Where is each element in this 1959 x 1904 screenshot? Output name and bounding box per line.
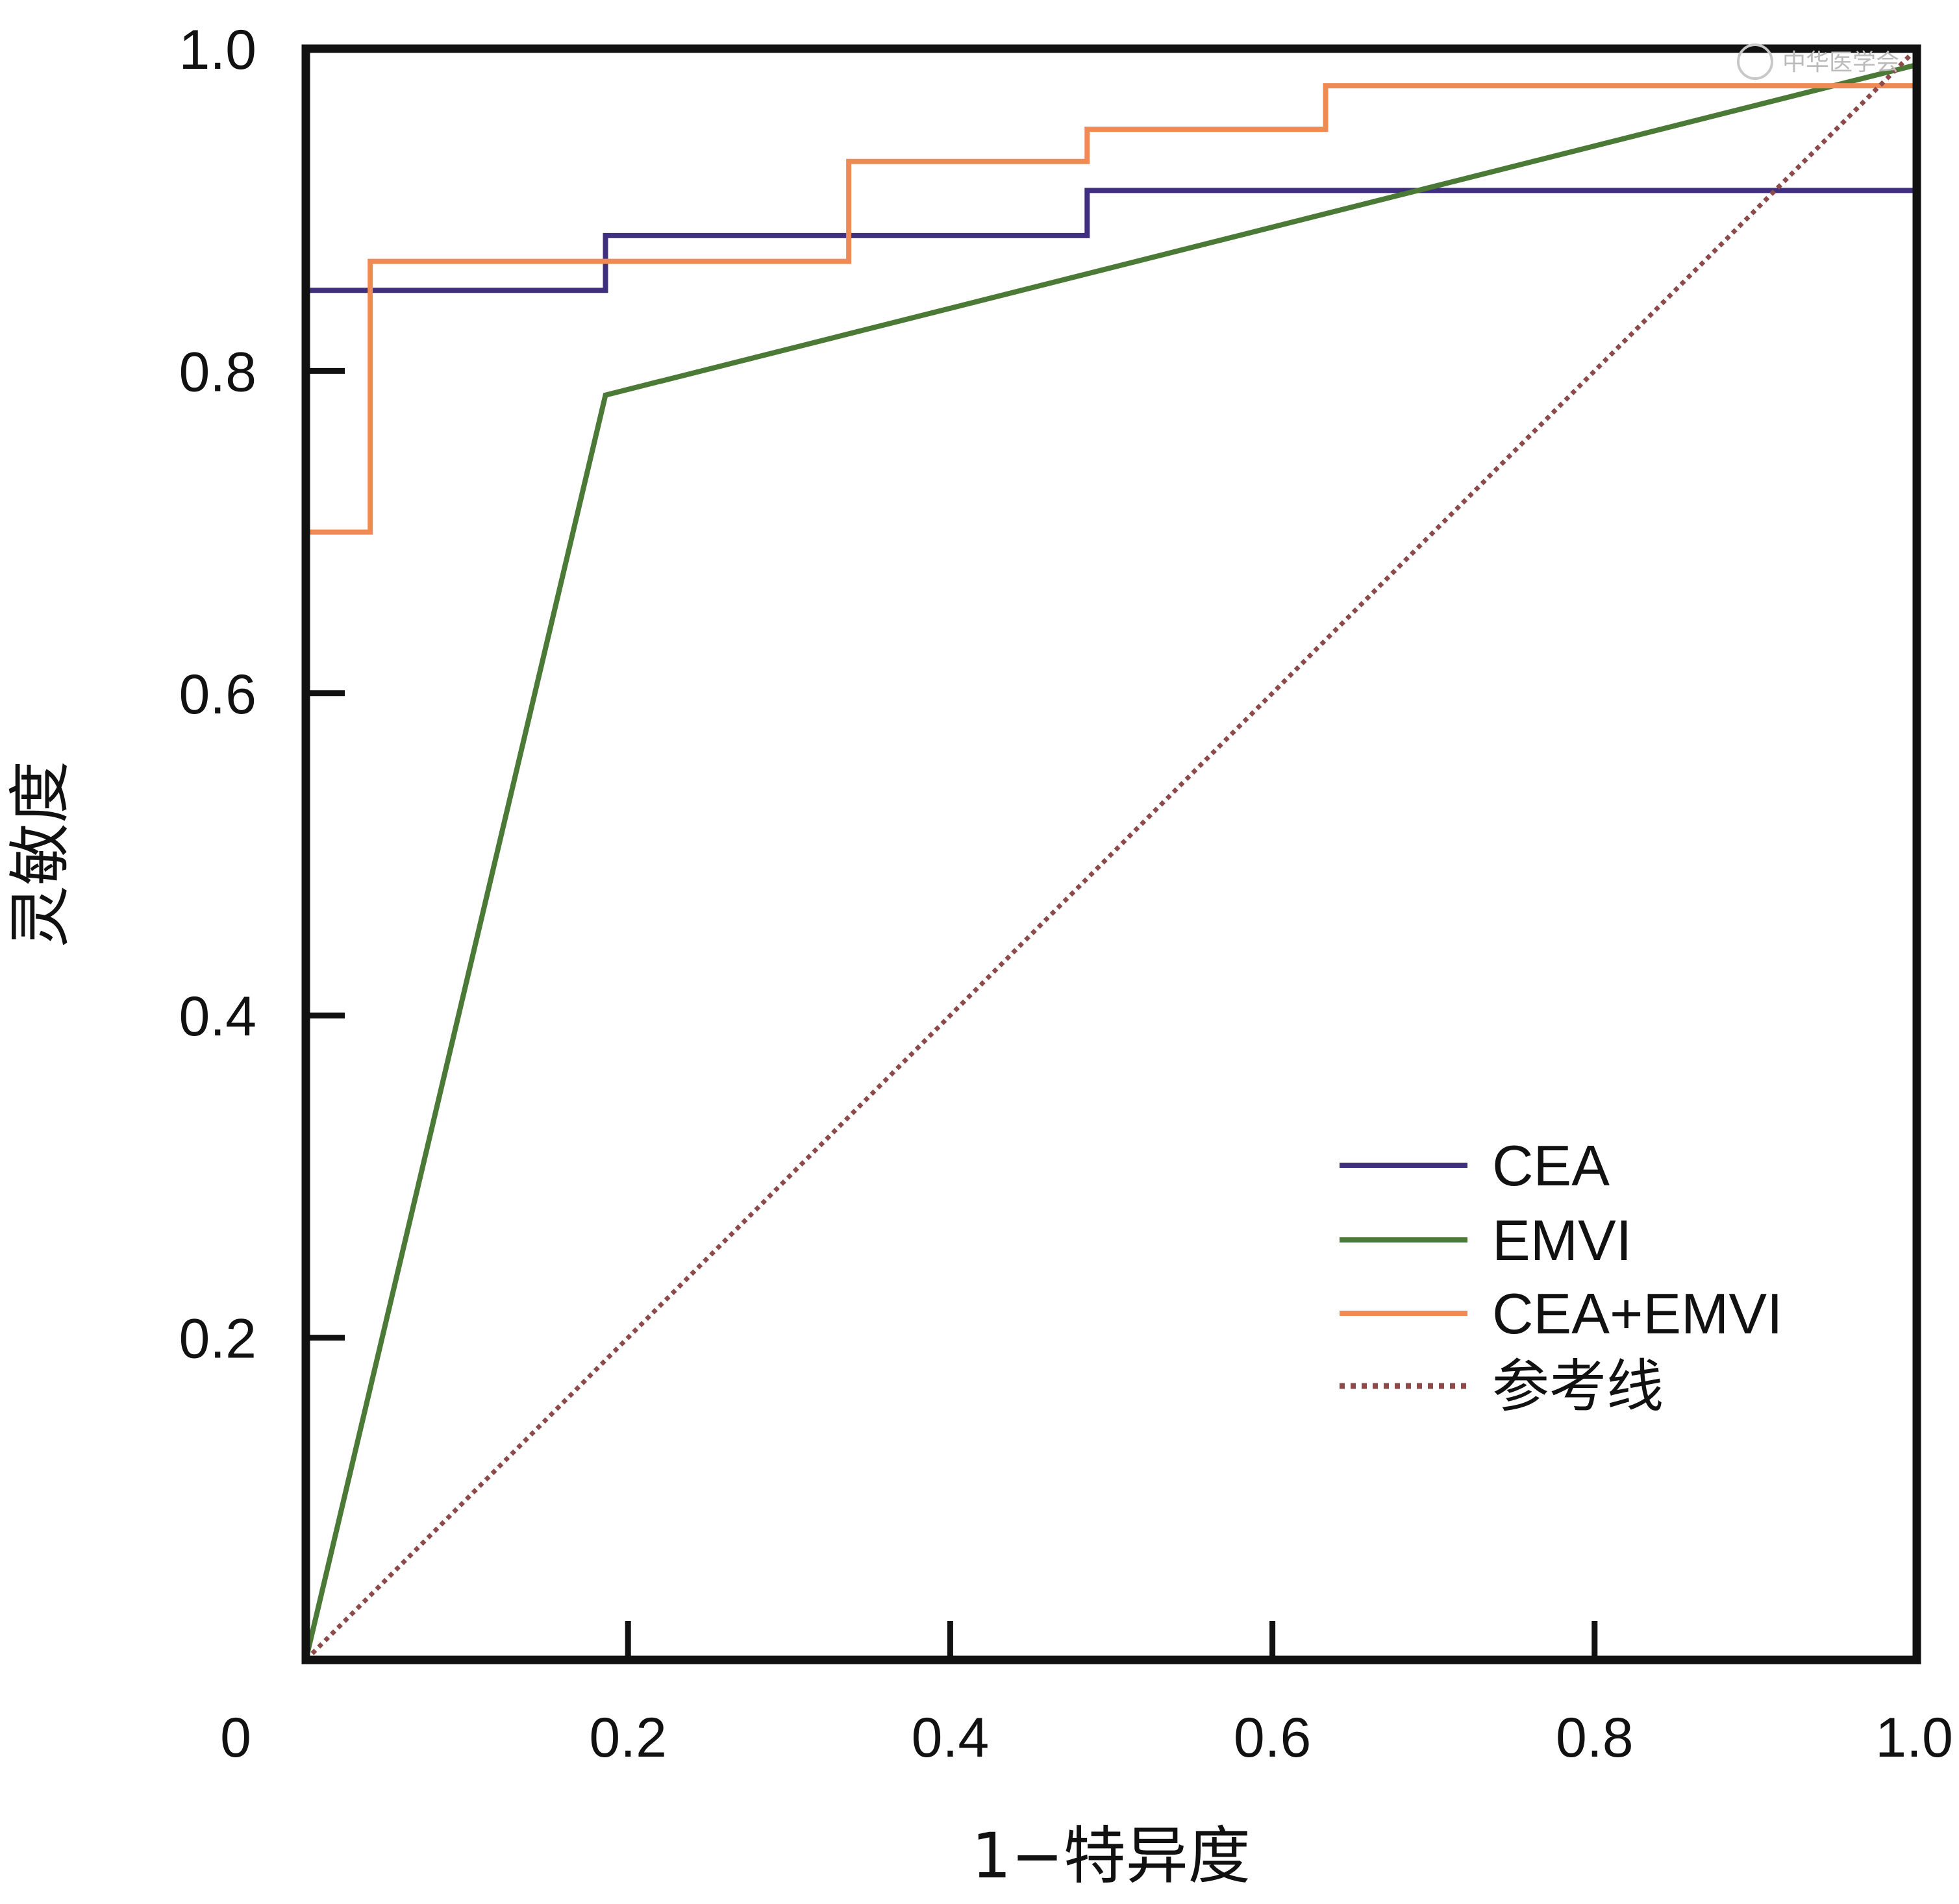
legend: CEA EMVI CEA+EMVI 参考线 [1340, 1133, 1782, 1418]
legend-label-2: CEA+EMVI [1492, 1281, 1782, 1346]
y-tick-label: 0.4 [179, 985, 256, 1048]
series-layer [303, 47, 1919, 1662]
ticks-layer [306, 367, 1598, 1660]
series-line-emvi [303, 62, 1917, 1661]
y-tick-label: 1.0 [179, 19, 256, 81]
x-tick-label: 0.4 [912, 1707, 990, 1769]
series-line-reference [304, 47, 1919, 1662]
y-tick-label: 0.6 [179, 663, 256, 726]
x-tick-label: 0.6 [1234, 1707, 1312, 1769]
plot-frame [301, 44, 1921, 1664]
watermark-text: 中华医学会 [1782, 49, 1899, 76]
legend-label-3: 参考线 [1492, 1354, 1664, 1418]
legend-label-0: CEA [1492, 1133, 1610, 1198]
y-tick-label: 0.2 [179, 1308, 256, 1370]
x-tick-label: 0.2 [589, 1707, 667, 1769]
x-tick-label: 0 [220, 1707, 251, 1769]
watermark-seal-icon [1737, 43, 1773, 80]
x-axis-title: 1−特异度 [971, 1820, 1251, 1892]
y-axis-title: 灵敏度 [4, 761, 77, 948]
watermark: 中华医学会 [1737, 43, 1899, 80]
series-line-cea-emvi [306, 83, 1917, 535]
legend-label-1: EMVI [1492, 1208, 1632, 1272]
tick-labels-layer: 0 0.2 0.4 0.6 0.8 1.0 0.2 0.4 0.6 0.8 1.0 [179, 19, 1953, 1769]
x-tick-label: 0.8 [1556, 1707, 1634, 1769]
y-tick-label: 0.8 [179, 341, 256, 403]
x-tick-label: 1.0 [1875, 1707, 1953, 1769]
